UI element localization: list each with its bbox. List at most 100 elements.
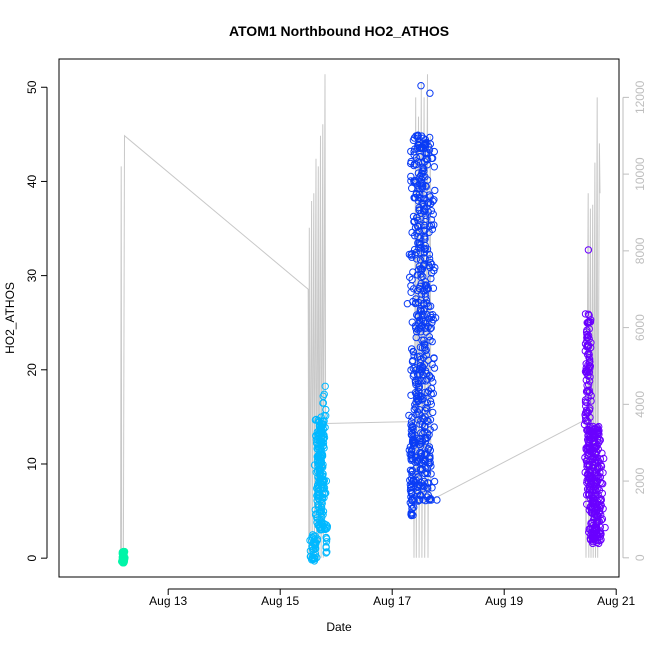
- data-point-series-4: [601, 523, 609, 532]
- data-point-series-3: [421, 278, 429, 286]
- data-point-series-3: [422, 346, 430, 354]
- data-point-series-3: [417, 270, 425, 278]
- data-point-series-3: [421, 232, 429, 240]
- data-point-series-3: [424, 284, 432, 293]
- x-tick-label: Aug 17: [373, 594, 411, 608]
- x-tick-label: Aug 13: [149, 594, 187, 608]
- data-point-series-3: [422, 468, 430, 476]
- data-point-series-2: [322, 542, 330, 551]
- data-point-series-4: [596, 536, 604, 545]
- data-point-series-3: [419, 371, 427, 379]
- data-point-series-3: [424, 149, 432, 157]
- data-point-series-4: [592, 509, 600, 517]
- data-point-series-3: [417, 450, 426, 458]
- data-point-series-3: [416, 234, 424, 242]
- data-point-series-3: [407, 288, 415, 296]
- data-point-series-3: [427, 374, 435, 382]
- data-point-series-3: [431, 314, 440, 322]
- data-point-series-2: [317, 456, 325, 465]
- data-point-series-3: [414, 266, 423, 274]
- data-point-series-4: [593, 513, 601, 521]
- overlay-line: [120, 74, 601, 558]
- data-point-series-3: [414, 416, 422, 424]
- data-point-series-1: [120, 551, 128, 560]
- data-point-series-4: [588, 448, 596, 456]
- data-point-series-3: [414, 132, 422, 140]
- data-point-series-4: [598, 449, 606, 457]
- data-point-series-3: [430, 364, 439, 372]
- data-point-series-3: [410, 405, 418, 414]
- data-point-series-3: [419, 203, 427, 211]
- data-point-series-4: [584, 246, 593, 254]
- data-point-series-3: [423, 176, 432, 184]
- data-point-series-4: [582, 364, 590, 372]
- data-point-series-3: [427, 221, 436, 229]
- data-point-series-2: [321, 382, 329, 390]
- data-point-series-3: [410, 352, 418, 360]
- data-point-series-2: [318, 438, 326, 446]
- data-point-series-3: [407, 511, 416, 520]
- data-point-series-3: [431, 186, 439, 195]
- data-point-series-3: [408, 422, 416, 430]
- data-point-series-3: [421, 235, 429, 243]
- data-point-series-3: [425, 228, 433, 237]
- data-point-series-3: [430, 163, 438, 171]
- data-point-series-2: [308, 556, 316, 564]
- data-point-series-3: [426, 325, 434, 333]
- data-point-series-3: [419, 363, 427, 372]
- data-point-series-4: [581, 310, 590, 318]
- data-point-series-3: [406, 486, 415, 495]
- data-point-series-3: [421, 413, 429, 421]
- data-point-series-2: [320, 390, 328, 398]
- data-point-series-3: [416, 496, 424, 504]
- data-point-series-3: [413, 271, 422, 279]
- y-tick-label: 20: [25, 363, 39, 377]
- data-point-series-3: [409, 372, 417, 380]
- data-point-series-3: [414, 353, 422, 361]
- data-point-series-4: [595, 486, 604, 494]
- data-point-series-3: [407, 157, 415, 166]
- data-point-series-4: [587, 397, 595, 405]
- data-point-series-3: [407, 431, 416, 439]
- data-point-series-3: [414, 197, 422, 205]
- data-point-series-3: [416, 306, 424, 315]
- data-point-series-3: [412, 189, 421, 198]
- data-point-series-3: [407, 366, 415, 374]
- data-point-series-4: [589, 539, 597, 548]
- data-point-series-4: [583, 409, 591, 418]
- data-point-series-3: [416, 434, 424, 443]
- data-point-series-4: [585, 424, 593, 432]
- data-point-series-3: [406, 499, 414, 507]
- data-point-series-3: [421, 388, 429, 397]
- y2-tick-label: 0: [633, 554, 647, 561]
- data-point-series-3: [414, 376, 422, 385]
- data-point-series-4: [588, 534, 596, 542]
- data-point-series-3: [428, 154, 437, 163]
- data-point-series-3: [407, 177, 415, 185]
- y-tick-label: 10: [25, 457, 39, 471]
- data-point-series-4: [588, 498, 596, 506]
- data-point-series-3: [429, 284, 438, 292]
- data-point-series-3: [416, 241, 425, 249]
- data-point-series-4: [583, 417, 591, 425]
- data-point-series-3: [423, 405, 431, 413]
- data-point-series-4: [587, 528, 596, 536]
- data-point-series-3: [415, 406, 424, 414]
- data-point-series-4: [596, 504, 604, 512]
- data-point-series-3: [413, 213, 421, 222]
- data-point-series-2: [306, 547, 315, 555]
- data-point-series-3: [428, 360, 436, 369]
- data-point-series-3: [411, 479, 419, 487]
- data-point-series-4: [586, 480, 595, 488]
- data-point-series-2: [318, 477, 326, 486]
- data-point-series-3: [411, 178, 420, 186]
- data-point-series-3: [411, 403, 420, 412]
- data-point-series-3: [420, 227, 428, 235]
- data-point-series-4: [597, 536, 605, 544]
- data-point-series-3: [425, 255, 434, 263]
- data-point-series-2: [315, 494, 323, 503]
- data-point-series-3: [427, 269, 436, 277]
- data-point-series-3: [411, 389, 420, 397]
- data-point-series-4: [595, 422, 603, 431]
- data-point-series-4: [585, 358, 594, 367]
